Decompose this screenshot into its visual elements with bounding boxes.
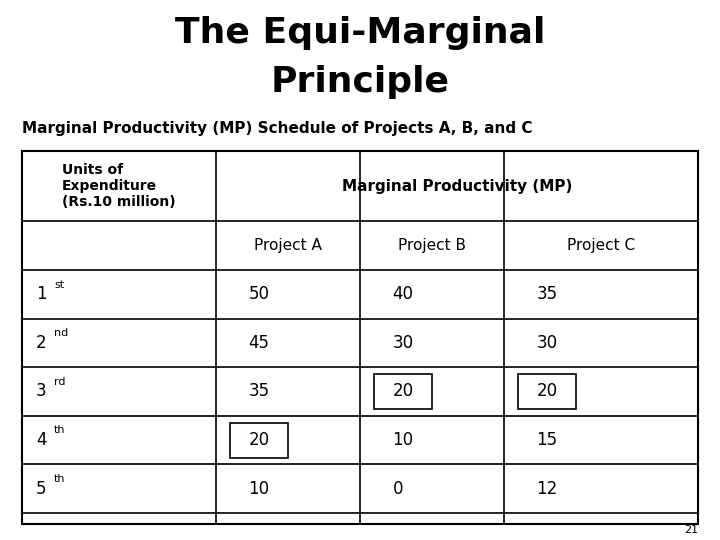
- Text: 30: 30: [536, 334, 557, 352]
- Text: 10: 10: [248, 480, 269, 498]
- Text: 1: 1: [36, 285, 47, 303]
- Text: 45: 45: [248, 334, 269, 352]
- Text: 21: 21: [684, 524, 698, 535]
- Text: Marginal Productivity (MP): Marginal Productivity (MP): [342, 179, 572, 194]
- Text: 20: 20: [392, 382, 413, 401]
- Text: 4: 4: [36, 431, 47, 449]
- Text: th: th: [54, 426, 66, 435]
- Text: 20: 20: [536, 382, 557, 401]
- Text: 35: 35: [248, 382, 269, 401]
- Text: Marginal Productivity (MP) Schedule of Projects A, B, and C: Marginal Productivity (MP) Schedule of P…: [22, 122, 532, 137]
- Text: 50: 50: [248, 285, 269, 303]
- Text: Project C: Project C: [567, 238, 635, 253]
- Text: The Equi-Marginal: The Equi-Marginal: [175, 16, 545, 50]
- Text: 0: 0: [392, 480, 403, 498]
- Text: 40: 40: [392, 285, 413, 303]
- Text: 10: 10: [392, 431, 413, 449]
- Text: Principle: Principle: [271, 65, 449, 99]
- Text: 15: 15: [536, 431, 557, 449]
- Text: Units of
Expenditure
(Rs.10 million): Units of Expenditure (Rs.10 million): [62, 163, 176, 210]
- Text: rd: rd: [54, 377, 66, 387]
- Text: 30: 30: [392, 334, 413, 352]
- Text: 2: 2: [36, 334, 47, 352]
- Text: 3: 3: [36, 382, 47, 401]
- Text: th: th: [54, 474, 66, 484]
- Text: 35: 35: [536, 285, 557, 303]
- Text: 12: 12: [536, 480, 558, 498]
- Text: nd: nd: [54, 328, 68, 338]
- Text: Project A: Project A: [254, 238, 322, 253]
- Text: Project B: Project B: [398, 238, 466, 253]
- Text: st: st: [54, 280, 64, 289]
- Text: 20: 20: [248, 431, 269, 449]
- Text: 5: 5: [36, 480, 47, 498]
